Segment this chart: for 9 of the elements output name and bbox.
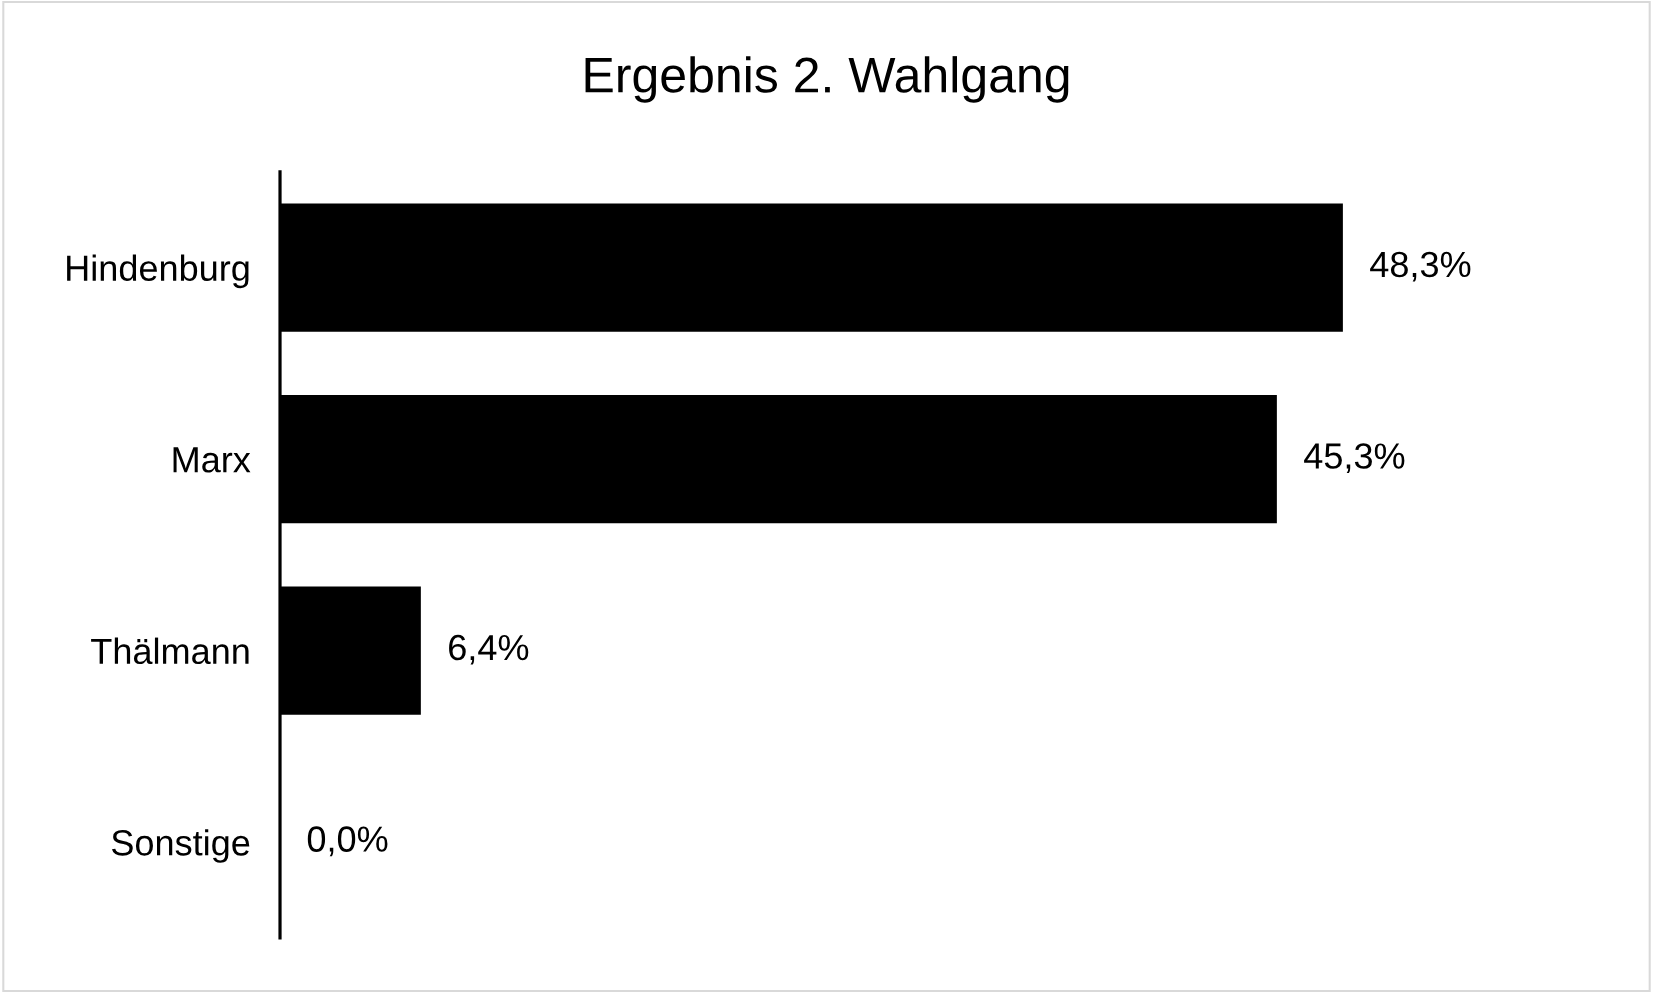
y-tick-label: Sonstige	[111, 829, 250, 863]
data-label: 48,3%	[1370, 251, 1471, 282]
data-label: 6,4%	[449, 634, 529, 665]
data-label: 45,3%	[1304, 443, 1405, 474]
chart-title: Ergebnis 2. Wahlgang	[585, 56, 1069, 103]
y-tick-label: Hindenburg	[67, 254, 249, 289]
y-tick-label: Marx	[173, 447, 251, 473]
y-tick-label: Thälmann	[91, 637, 249, 665]
data-label: 0,0%	[307, 826, 388, 857]
